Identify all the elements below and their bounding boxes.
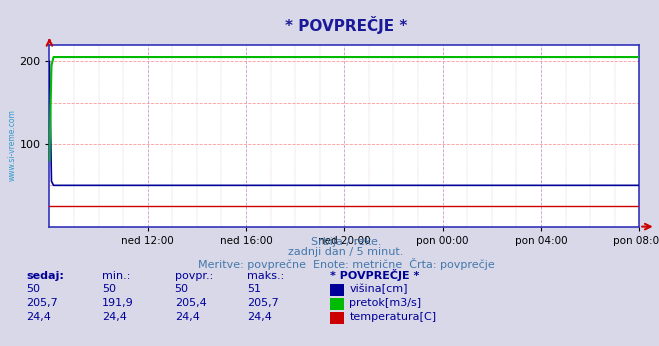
Text: 24,4: 24,4 [247, 312, 272, 322]
Text: min.:: min.: [102, 271, 130, 281]
Text: 51: 51 [247, 284, 261, 294]
Text: povpr.:: povpr.: [175, 271, 213, 281]
Text: Srbija / reke.: Srbija / reke. [311, 237, 381, 247]
Text: sedaj:: sedaj: [26, 271, 64, 281]
Text: 205,7: 205,7 [26, 298, 58, 308]
Text: 205,7: 205,7 [247, 298, 279, 308]
Text: pretok[m3/s]: pretok[m3/s] [349, 298, 421, 308]
Text: 24,4: 24,4 [102, 312, 127, 322]
Text: Meritve: povprečne  Enote: metrične  Črta: povprečje: Meritve: povprečne Enote: metrične Črta:… [198, 258, 494, 270]
Text: 50: 50 [102, 284, 116, 294]
Text: 191,9: 191,9 [102, 298, 134, 308]
Text: 50: 50 [26, 284, 40, 294]
Text: www.si-vreme.com: www.si-vreme.com [8, 109, 17, 181]
Text: maks.:: maks.: [247, 271, 285, 281]
Text: temperatura[C]: temperatura[C] [349, 312, 436, 322]
Text: 24,4: 24,4 [175, 312, 200, 322]
Text: 205,4: 205,4 [175, 298, 206, 308]
Text: 24,4: 24,4 [26, 312, 51, 322]
Text: višina[cm]: višina[cm] [349, 284, 408, 294]
Text: * POVPREČJE *: * POVPREČJE * [330, 268, 419, 281]
Text: 50: 50 [175, 284, 188, 294]
Text: zadnji dan / 5 minut.: zadnji dan / 5 minut. [288, 247, 404, 257]
Text: * POVPREČJE *: * POVPREČJE * [285, 16, 407, 34]
